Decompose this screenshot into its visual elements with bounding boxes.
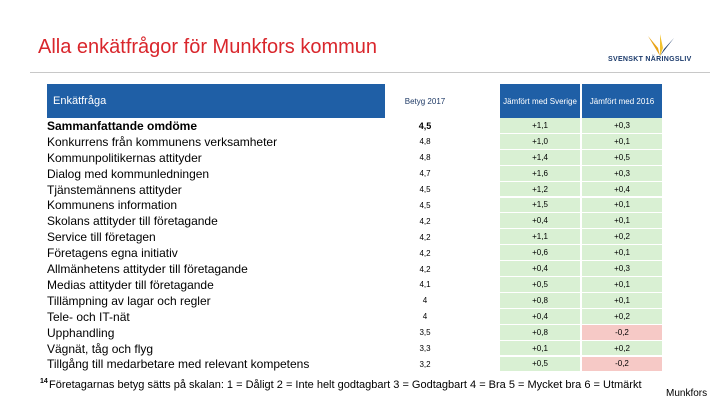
cell: +1,5	[500, 197, 580, 214]
cell: -0,2	[582, 356, 662, 373]
row-label: Service till företagen	[47, 230, 156, 245]
cell: +0,5	[582, 149, 662, 166]
row-label: Tjänstemännens attityder	[47, 182, 182, 197]
cell: +0,8	[500, 292, 580, 309]
cell: +0,1	[582, 213, 662, 230]
cell: +0,3	[582, 118, 662, 134]
cell: +0,2	[582, 229, 662, 246]
cell: +1,6	[500, 165, 580, 182]
cell: +0,2	[582, 308, 662, 325]
footer-place: Munkfors	[666, 388, 708, 399]
title: Alla enkätfrågor för Munkfors kommun	[38, 36, 378, 58]
row-label: Tele- och IT-nät	[47, 309, 130, 324]
row-label: Konkurrens från kommunens verksamheter	[47, 134, 278, 149]
cell: 3,2	[419, 359, 431, 369]
row-label: Kommunpolitikernas attityder	[47, 150, 202, 165]
cell: 4,2	[419, 248, 431, 258]
cell: +0,4	[582, 181, 662, 198]
cell: +1,0	[500, 133, 580, 150]
row-label: Kommunens information	[47, 198, 178, 213]
cell: +0,2	[582, 340, 662, 357]
cell: +1,1	[500, 118, 580, 134]
cell: 4,2	[419, 264, 431, 274]
cell: 4,7	[419, 169, 431, 179]
cell: +0,3	[582, 261, 662, 277]
cell: 4	[422, 296, 428, 306]
row-label: Medias attityder till företagande	[47, 277, 214, 292]
footnote: Företagarnas betyg sätts på skalan: 1 = …	[49, 379, 642, 391]
cell: 4,8	[419, 137, 431, 147]
column-header: Betyg 2017	[385, 84, 465, 118]
logo: SVENSKT NÄRINGSLIV	[608, 56, 692, 63]
cell: 4,5	[419, 185, 431, 195]
cell: +0,1	[500, 340, 580, 357]
row-label: Företagens egna initiativ	[47, 246, 178, 261]
cell: +0,1	[582, 277, 662, 293]
cell: +0,4	[500, 213, 580, 230]
cell: 3,5	[419, 328, 431, 338]
cell: +0,1	[582, 292, 662, 309]
page-number: 14	[40, 378, 48, 385]
row-label: Sammanfattande omdöme	[47, 118, 198, 133]
cell: +0,1	[582, 245, 662, 262]
divider	[30, 72, 710, 73]
cell: 4	[422, 312, 428, 322]
cell: 4,8	[419, 153, 431, 163]
column-header: Jämfört med 2016	[582, 84, 662, 118]
cell: +0,3	[582, 165, 662, 182]
cell: +0,4	[500, 308, 580, 325]
cell: +0,1	[582, 133, 662, 150]
cell: 3,3	[419, 344, 431, 354]
cell: +0,1	[582, 197, 662, 214]
cell: +0,4	[500, 261, 580, 277]
row-label: Tillgång till medarbetare med relevant k…	[47, 357, 310, 372]
cell: +1,2	[500, 181, 580, 198]
cell: -0,2	[582, 324, 662, 341]
cell: 4,2	[419, 216, 431, 226]
row-label: Allmänhetens attityder till företagande	[47, 262, 248, 277]
cell: +0,6	[500, 245, 580, 262]
cell: 4,5	[419, 200, 431, 210]
row-label: Vägnät, tåg och flyg	[47, 341, 154, 356]
cell: +0,8	[500, 324, 580, 341]
cell: 4,5	[418, 120, 432, 131]
row-label: Skolans attityder till företagande	[47, 214, 218, 229]
row-label: Upphandling	[47, 325, 115, 340]
cell: +1,1	[500, 229, 580, 246]
cell: +0,5	[500, 356, 580, 373]
cell: +1,4	[500, 149, 580, 166]
row-label: Dialog med kommunledningen	[47, 166, 210, 181]
row-label: Tillämpning av lagar och regler	[47, 293, 211, 308]
column-header: Jämfört med Sverige	[500, 84, 580, 118]
cell: +0,5	[500, 277, 580, 293]
cell: 4,2	[419, 232, 431, 242]
cell: 4,1	[419, 280, 431, 290]
column-header: Enkätfråga	[47, 84, 385, 118]
logo-mark	[648, 34, 674, 56]
